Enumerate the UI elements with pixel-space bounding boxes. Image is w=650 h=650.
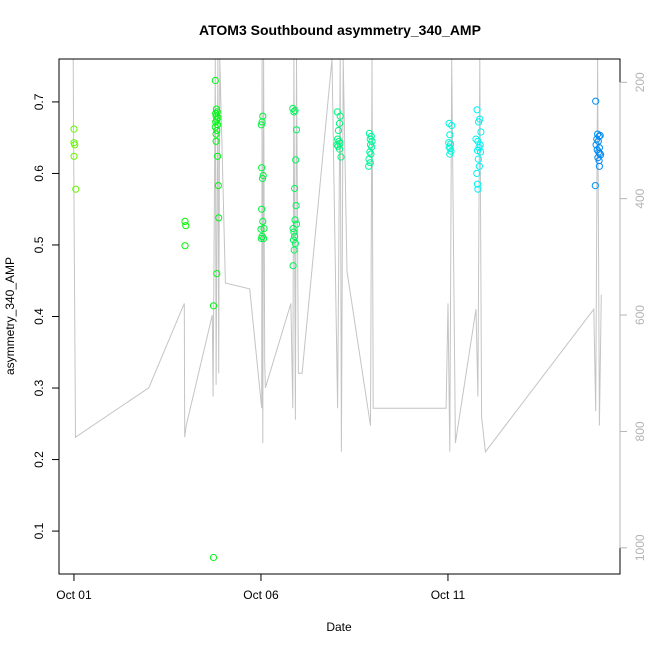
x-tick-label: Oct 11: [431, 588, 466, 602]
data-point: [209, 302, 218, 310]
data-point: [477, 128, 485, 136]
data-point: [292, 126, 301, 134]
data-point: [368, 143, 376, 151]
right-tick-label: 600: [633, 305, 647, 325]
data-point: [591, 182, 599, 190]
data-point: [259, 172, 267, 180]
data-point: [290, 246, 298, 254]
points-group: [70, 76, 605, 562]
data-point: [70, 152, 78, 160]
data-point: [182, 222, 190, 230]
data-point: [291, 106, 299, 115]
data-point: [257, 234, 265, 243]
data-point: [209, 553, 218, 562]
data-point: [365, 155, 373, 163]
data-point: [595, 162, 604, 170]
data-point: [258, 205, 266, 213]
data-point: [475, 162, 483, 170]
y-tick-label: 0.1: [32, 522, 46, 539]
data-point: [289, 236, 298, 244]
y-axis-label: asymmetry_340_AMP: [3, 257, 17, 375]
y-tick-label: 0.5: [32, 236, 46, 253]
y-tick-label: 0.2: [32, 451, 46, 468]
data-point: [72, 185, 80, 193]
data-point: [473, 180, 482, 188]
right-tick-label: 1000: [633, 534, 647, 561]
data-point: [289, 224, 297, 233]
data-point: [292, 220, 301, 228]
data-point: [335, 119, 344, 128]
y-tick-label: 0.7: [32, 93, 46, 110]
data-point: [211, 123, 219, 131]
data-point: [258, 174, 267, 183]
data-point: [291, 216, 299, 224]
data-point: [334, 126, 342, 135]
data-point: [258, 164, 266, 172]
data-point: [292, 156, 300, 164]
data-point: [365, 162, 373, 170]
data-point: [336, 112, 344, 120]
x-axis: Oct 01 Oct 06 Oct 11: [56, 573, 466, 602]
x-tick-label: Oct 06: [243, 588, 279, 602]
data-point: [475, 118, 483, 126]
data-point: [290, 108, 298, 116]
data-point: [446, 131, 454, 139]
data-point: [472, 135, 480, 143]
data-point: [181, 242, 189, 250]
data-point: [446, 150, 454, 158]
data-point: [70, 125, 78, 133]
x-tick-label: Oct 01: [56, 588, 92, 602]
data-point: [257, 121, 265, 129]
data-point: [596, 149, 604, 157]
data-point: [212, 137, 220, 145]
data-point: [211, 76, 219, 85]
data-point: [257, 225, 265, 233]
data-point: [71, 141, 79, 149]
data-point: [337, 153, 345, 161]
data-point: [473, 169, 481, 177]
data-point: [291, 184, 299, 193]
data-point: [260, 224, 268, 233]
data-point: [214, 182, 222, 190]
data-point: [335, 145, 344, 153]
data-point: [212, 105, 221, 113]
x-axis-label: Date: [326, 620, 352, 634]
data-point: [474, 185, 482, 193]
right-tick-label: 400: [633, 188, 647, 208]
data-point: [214, 114, 222, 122]
right-axis: 200 400 600 800 1000: [619, 72, 647, 561]
right-tick-label: 800: [633, 421, 647, 441]
data-point: [213, 270, 221, 278]
data-point: [213, 126, 221, 135]
data-point: [215, 214, 223, 222]
data-point: [289, 104, 297, 113]
y-tick-label: 0.6: [32, 165, 46, 182]
data-point: [474, 155, 482, 163]
data-point: [476, 148, 485, 156]
data-point: [258, 118, 266, 126]
data-point: [290, 228, 298, 236]
data-point: [259, 217, 267, 225]
data-point: [181, 217, 189, 225]
data-point: [445, 143, 453, 151]
data-point: [448, 121, 456, 130]
data-point: [366, 159, 374, 167]
y-tick-label: 0.4: [32, 308, 46, 325]
data-point: [289, 262, 297, 270]
data-point: [214, 152, 222, 160]
data-point: [291, 239, 299, 248]
y-axis: 0.1 0.2 0.3 0.4 0.5 0.6 0.7: [32, 93, 60, 539]
data-point: [592, 97, 600, 105]
data-point: [212, 130, 220, 138]
y-tick-label: 0.3: [32, 379, 46, 396]
data-point: [292, 202, 300, 210]
data-point: [473, 106, 481, 114]
data-point: [291, 232, 299, 240]
right-tick-label: 200: [633, 72, 647, 92]
data-point: [260, 234, 268, 243]
chart-title: ATOM3 Southbound asymmetry_340_AMP: [199, 22, 481, 38]
data-point: [367, 150, 375, 158]
